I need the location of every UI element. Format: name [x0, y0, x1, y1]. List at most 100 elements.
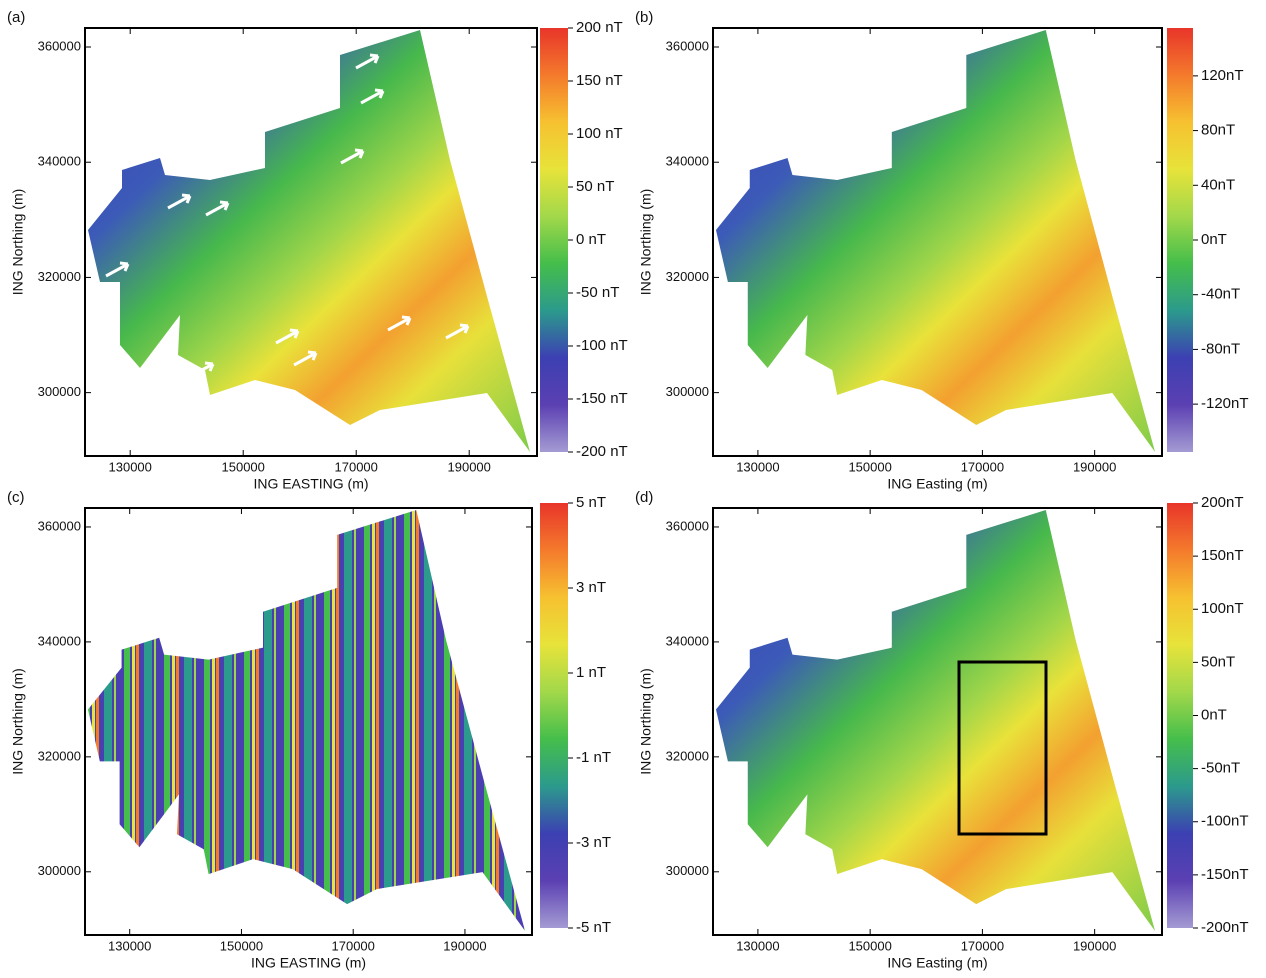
y-tick-label: 340000 [38, 633, 81, 648]
colorbar-tick-label: 0nT [1201, 231, 1227, 248]
colorbar-tick-label: -50nT [1201, 760, 1240, 777]
x-axis-label: ING EASTING (m) [253, 476, 368, 492]
arrow [190, 361, 215, 378]
colorbar-tick-label: -150nT [1201, 866, 1249, 883]
plot-frame [712, 507, 1163, 936]
colorbar-tick-label: -150 nT [576, 390, 628, 407]
survey-area [88, 30, 530, 452]
colorbar-tick-label: 1 nT [576, 664, 606, 681]
arrow [355, 53, 380, 70]
colorbar-gradient [540, 503, 568, 928]
panel-label: (c) [7, 489, 25, 506]
x-tick-label: 150000 [848, 459, 891, 474]
colorbar-tick-label: 200 nT [576, 19, 623, 36]
colorbar-tick-label: -120nT [1201, 395, 1249, 412]
y-tick-label: 320000 [38, 748, 81, 763]
y-tick-label: 340000 [666, 633, 709, 648]
x-tick-label: 150000 [848, 938, 891, 953]
y-tick-label: 300000 [666, 384, 709, 399]
arrow [275, 328, 300, 345]
colorbar-tick-label: 120nT [1201, 67, 1244, 84]
y-tick-label: 300000 [666, 863, 709, 878]
plot-frame [84, 27, 538, 457]
y-axis-label: ING Northing (m) [10, 668, 26, 775]
y-tick-label: 320000 [666, 748, 709, 763]
arrow [167, 193, 192, 210]
colorbar-tick-label: 3 nT [576, 579, 606, 596]
colorbar-tick-label: 0nT [1201, 706, 1227, 723]
y-tick-label: 360000 [666, 38, 709, 53]
panel-label: (b) [635, 9, 653, 26]
colorbar-gradient [1167, 28, 1193, 452]
y-axis-label: ING Northing (m) [10, 189, 26, 296]
arrow [360, 88, 385, 105]
y-tick-label: 360000 [38, 38, 81, 53]
x-tick-label: 170000 [961, 938, 1004, 953]
colorbar: 5 nT 3 nT 1 nT -1 nT -3 nT -5 nT [540, 494, 611, 936]
colorbar: 200nT 150nT 100nT 50nT 0nT -50nT -100nT -150nT -… [1167, 494, 1249, 936]
arrow [340, 148, 365, 165]
y-tick-label: 320000 [666, 269, 709, 284]
arrow [205, 200, 230, 217]
x-tick-label: 130000 [736, 938, 779, 953]
panel: 130000 150000 170000 190000 300000 320000 3400… [635, 489, 1163, 971]
x-tick-label: 190000 [1073, 938, 1116, 953]
panel: 130000 150000 170000 190000 300000 320000 3400… [7, 489, 533, 971]
x-tick-label: 170000 [961, 459, 1004, 474]
colorbar: 120nT 80nT 40nT 0nT -40nT -80nT -120nT [1167, 28, 1249, 452]
y-axis-label: ING Northing (m) [638, 189, 654, 296]
x-tick-label: 130000 [109, 459, 152, 474]
colorbar-tick-label: 5 nT [576, 494, 606, 511]
x-axis-label: ING Easting (m) [887, 955, 987, 971]
colorbar-tick-label: 0 nT [576, 231, 606, 248]
colorbar-tick-label: -200 nT [576, 443, 628, 460]
colorbar-tick-label: -80nT [1201, 340, 1240, 357]
x-axis-label: ING EASTING (m) [251, 955, 366, 971]
y-tick-label: 300000 [38, 863, 81, 878]
panel: 130000 150000 170000 190000 300000 320000 3400… [635, 9, 1163, 492]
colorbar-tick-label: 50nT [1201, 653, 1235, 670]
colorbar-tick-label: -40nT [1201, 286, 1240, 303]
y-tick-label: 300000 [38, 384, 81, 399]
arrow [387, 315, 412, 332]
x-axis-label: ING Easting (m) [887, 476, 987, 492]
x-tick-label: 130000 [736, 459, 779, 474]
y-tick-label: 340000 [38, 154, 81, 169]
survey-area [715, 509, 1156, 932]
x-tick-label: 190000 [443, 938, 486, 953]
panel-label: (a) [7, 9, 25, 26]
colorbar-tick-label: 150 nT [576, 72, 623, 89]
plot-frame [712, 27, 1163, 457]
x-tick-label: 150000 [220, 938, 263, 953]
colorbar-tick-label: -50 nT [576, 284, 619, 301]
colorbar-tick-label: 50 nT [576, 178, 614, 195]
y-tick-label: 360000 [38, 518, 81, 533]
panel-label: (d) [635, 489, 653, 506]
colorbar-tick-label: 100nT [1201, 600, 1244, 617]
x-tick-label: 170000 [335, 459, 378, 474]
arrow [105, 261, 130, 278]
survey-area [87, 509, 526, 932]
colorbar-tick-label: 100 nT [576, 125, 623, 142]
colorbar-tick-label: 150nT [1201, 547, 1244, 564]
x-tick-label: 190000 [448, 459, 491, 474]
colorbar: 200 nT 150 nT 100 nT 50 nT 0 nT -50 nT -100 nT… [540, 19, 628, 460]
colorbar-gradient [1167, 503, 1193, 928]
highlight-box [957, 660, 1048, 836]
panel: 130000 150000 170000 190000 300000 320000 3400… [7, 9, 538, 492]
colorbar-tick-label: -1 nT [576, 749, 611, 766]
y-tick-label: 320000 [38, 269, 81, 284]
colorbar-tick-label: -5 nT [576, 919, 611, 936]
plot-frame [84, 507, 533, 936]
colorbar-tick-label: -100 nT [576, 337, 628, 354]
colorbar-tick-label: -3 nT [576, 834, 611, 851]
y-tick-label: 340000 [666, 154, 709, 169]
y-axis-label: ING Northing (m) [638, 668, 654, 775]
x-tick-label: 150000 [222, 459, 265, 474]
arrow [445, 323, 470, 340]
colorbar-tick-label: 40nT [1201, 176, 1235, 193]
x-tick-label: 170000 [332, 938, 375, 953]
colorbar-tick-label: -100nT [1201, 813, 1249, 830]
arrow [293, 350, 318, 367]
